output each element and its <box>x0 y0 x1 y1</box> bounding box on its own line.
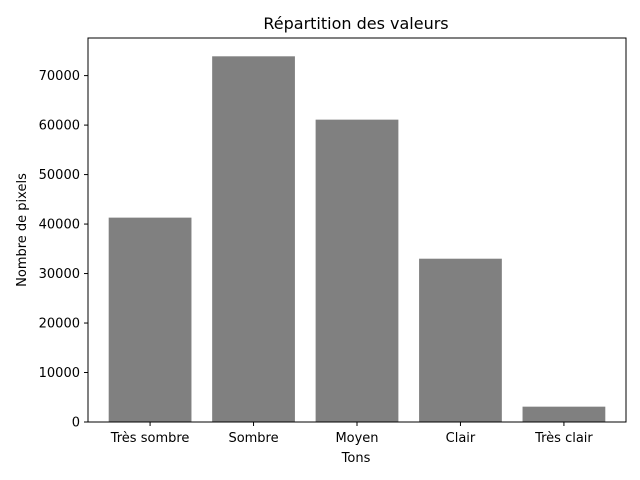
x-axis-ticks: Très sombre Sombre Moyen Clair Très clair <box>110 422 593 446</box>
bar-2 <box>315 119 399 423</box>
y-tick-label: 70000 <box>39 69 80 84</box>
y-tick-label: 40000 <box>39 218 80 233</box>
y-tick-label: 50000 <box>39 168 80 183</box>
bar-0 <box>108 217 192 422</box>
y-tick-label: 30000 <box>39 267 80 282</box>
x-tick-label: Très clair <box>534 431 593 446</box>
chart-title: Répartition des valeurs <box>263 14 448 33</box>
plot-frame <box>87 37 627 423</box>
x-axis-title: Tons <box>341 451 371 466</box>
bar-4 <box>522 406 606 422</box>
y-axis-ticks: 0 10000 20000 30000 40000 50000 60000 70000 <box>39 69 88 431</box>
bars-group <box>108 56 606 423</box>
x-tick-label: Sombre <box>228 431 278 446</box>
y-tick-label: 10000 <box>39 366 80 381</box>
bar-3 <box>419 258 502 422</box>
y-tick-label: 20000 <box>39 317 80 332</box>
bar-1 <box>212 56 295 423</box>
x-tick-label: Très sombre <box>110 431 190 446</box>
x-tick-label: Moyen <box>335 431 378 446</box>
x-tick-label: Clair <box>446 431 476 446</box>
y-tick-label: 0 <box>72 416 80 431</box>
y-axis-title: Nombre de pixels <box>15 173 30 287</box>
y-tick-label: 60000 <box>39 119 80 134</box>
